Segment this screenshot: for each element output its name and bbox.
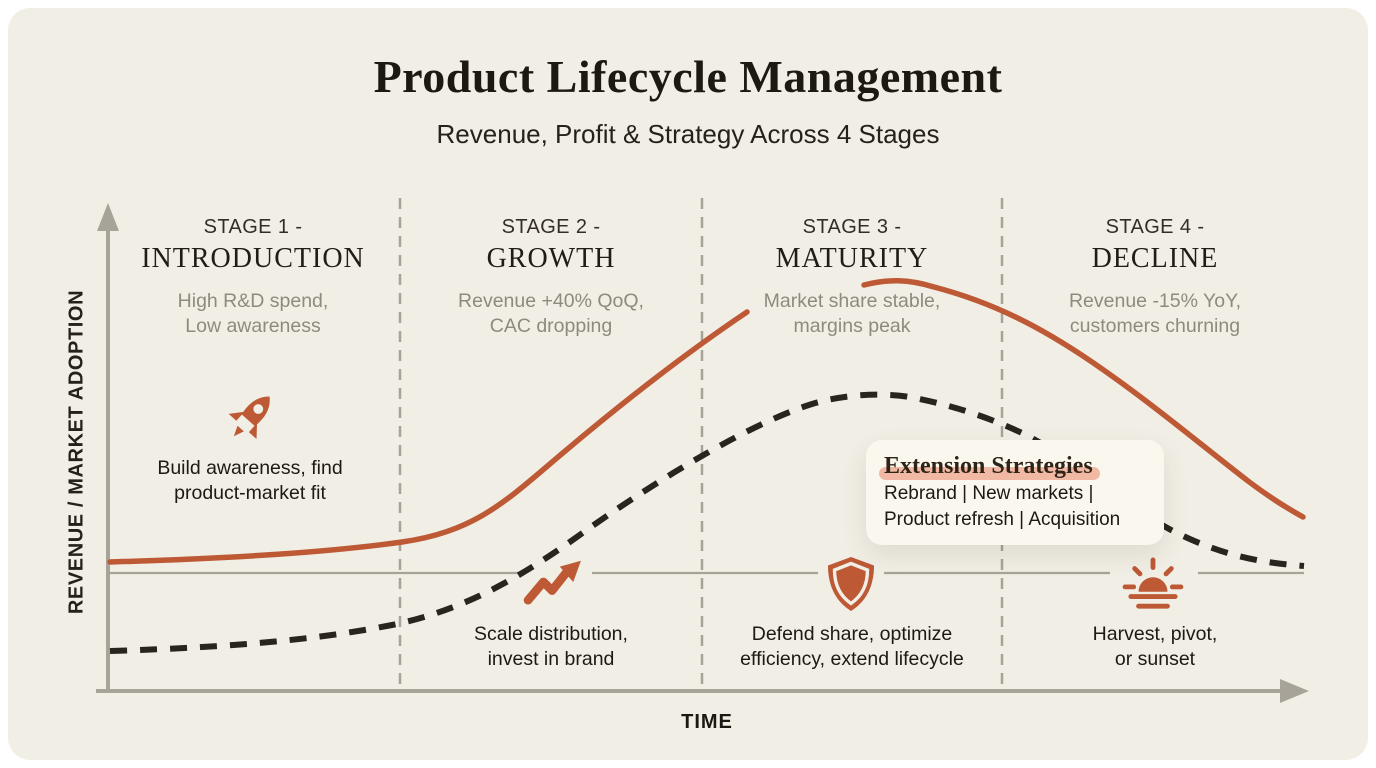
stage-name: MATURITY [775, 243, 929, 274]
stage-column-introduction: STAGE 1 - INTRODUCTION High R&D spend, L… [98, 214, 408, 338]
stage-label: STAGE 1 - [203, 216, 303, 238]
y-axis [97, 203, 119, 691]
stage-dividers [398, 198, 1004, 688]
stage-metrics: High R&D spend, Low awareness [177, 290, 329, 337]
stage-column-decline: STAGE 4 - DECLINE Revenue -15% YoY, cust… [1000, 214, 1310, 338]
rocket-icon [228, 396, 270, 439]
stage-label: STAGE 2 - [501, 216, 601, 238]
extension-line-1: Rebrand | New markets | [884, 483, 1094, 504]
sunset-icon [1122, 557, 1184, 609]
extension-strategies-card: Extension Strategies Rebrand | New marke… [866, 440, 1164, 545]
page-title: Product Lifecycle Management [373, 51, 1003, 102]
stage-column-growth: STAGE 2 - GROWTH Revenue +40% QoQ, CAC d… [396, 214, 706, 338]
revenue-curve [107, 277, 1306, 565]
stage-strategy: Build awareness, find product-market fit [157, 457, 343, 504]
stage-column-maturity: STAGE 3 - MATURITY Market share stable, … [697, 214, 1007, 338]
stage-strategy: Harvest, pivot, or sunset [1092, 623, 1218, 670]
extension-title: Extension Strategies [879, 451, 1100, 481]
stage-name: DECLINE [1091, 243, 1219, 274]
stage-name: GROWTH [486, 243, 616, 274]
stage-label: STAGE 3 - [802, 216, 902, 238]
y-axis-label: REVENUE / MARKET ADOPTION [65, 289, 88, 615]
stage-name: INTRODUCTION [141, 243, 365, 274]
x-axis-label: TIME [681, 711, 733, 733]
trending-up-icon [523, 560, 581, 605]
diagram-card [8, 8, 1368, 760]
stage-strategy: Scale distribution, invest in brand [474, 623, 628, 670]
stage-strategy: Defend share, optimize efficiency, exten… [740, 623, 964, 670]
stage-label: STAGE 4 - [1105, 216, 1205, 238]
extension-title-text: Extension Strategies [884, 453, 1093, 479]
stage-metrics: Revenue -15% YoY, customers churning [1068, 290, 1242, 337]
stage-metrics: Market share stable, margins peak [763, 290, 941, 337]
stage-metrics: Revenue +40% QoQ, CAC dropping [458, 290, 644, 337]
page-subtitle: Revenue, Profit & Strategy Across 4 Stag… [436, 119, 940, 149]
shield-icon [828, 557, 874, 611]
extension-line-2: Product refresh | Acquisition [884, 508, 1121, 530]
x-axis [96, 679, 1309, 703]
